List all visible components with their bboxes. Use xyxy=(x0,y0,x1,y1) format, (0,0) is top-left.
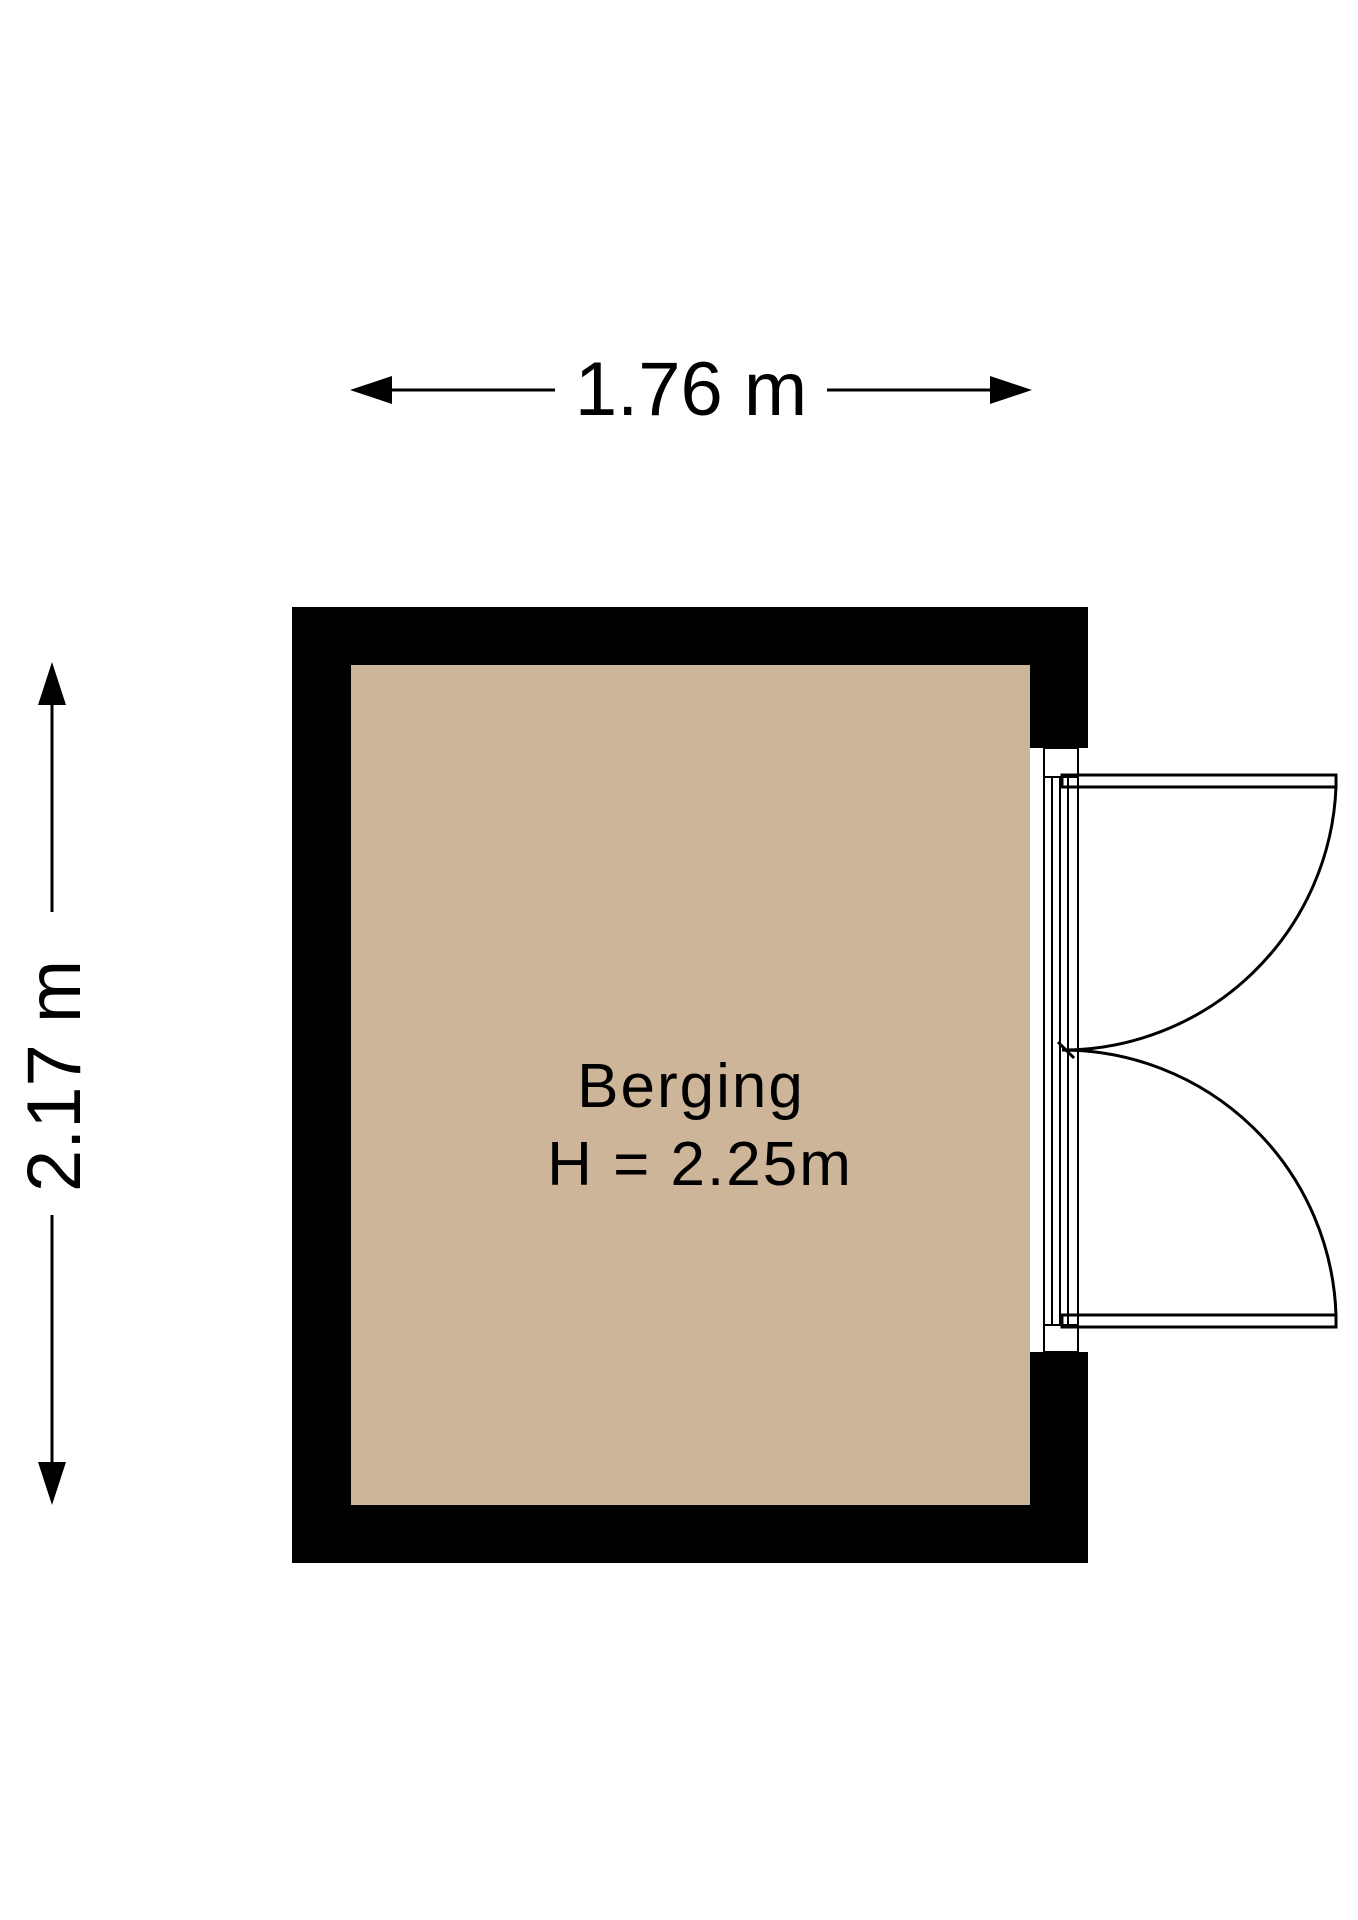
double-door xyxy=(1056,773,1338,1329)
height-label: 2.17 m xyxy=(12,960,97,1192)
door-center-mark xyxy=(1056,1040,1076,1060)
width-dimension: 1.76 m xyxy=(350,347,1032,432)
lower-door-swing-arc xyxy=(1061,1048,1338,1316)
upper-door-swing-arc xyxy=(1061,786,1338,1052)
width-label: 1.76 m xyxy=(575,347,807,432)
width-arrow-left xyxy=(350,376,392,404)
room-floor xyxy=(351,665,1030,1505)
width-arrow-right xyxy=(990,376,1032,404)
room-height: H = 2.25m xyxy=(547,1130,853,1199)
height-dimension: 2.17 m xyxy=(12,662,97,1505)
upper-door-leaf xyxy=(1060,773,1338,789)
height-arrow-top xyxy=(38,662,66,705)
lower-door-leaf xyxy=(1060,1313,1338,1329)
room-name: Berging xyxy=(577,1052,805,1121)
height-arrow-bottom xyxy=(38,1462,66,1505)
